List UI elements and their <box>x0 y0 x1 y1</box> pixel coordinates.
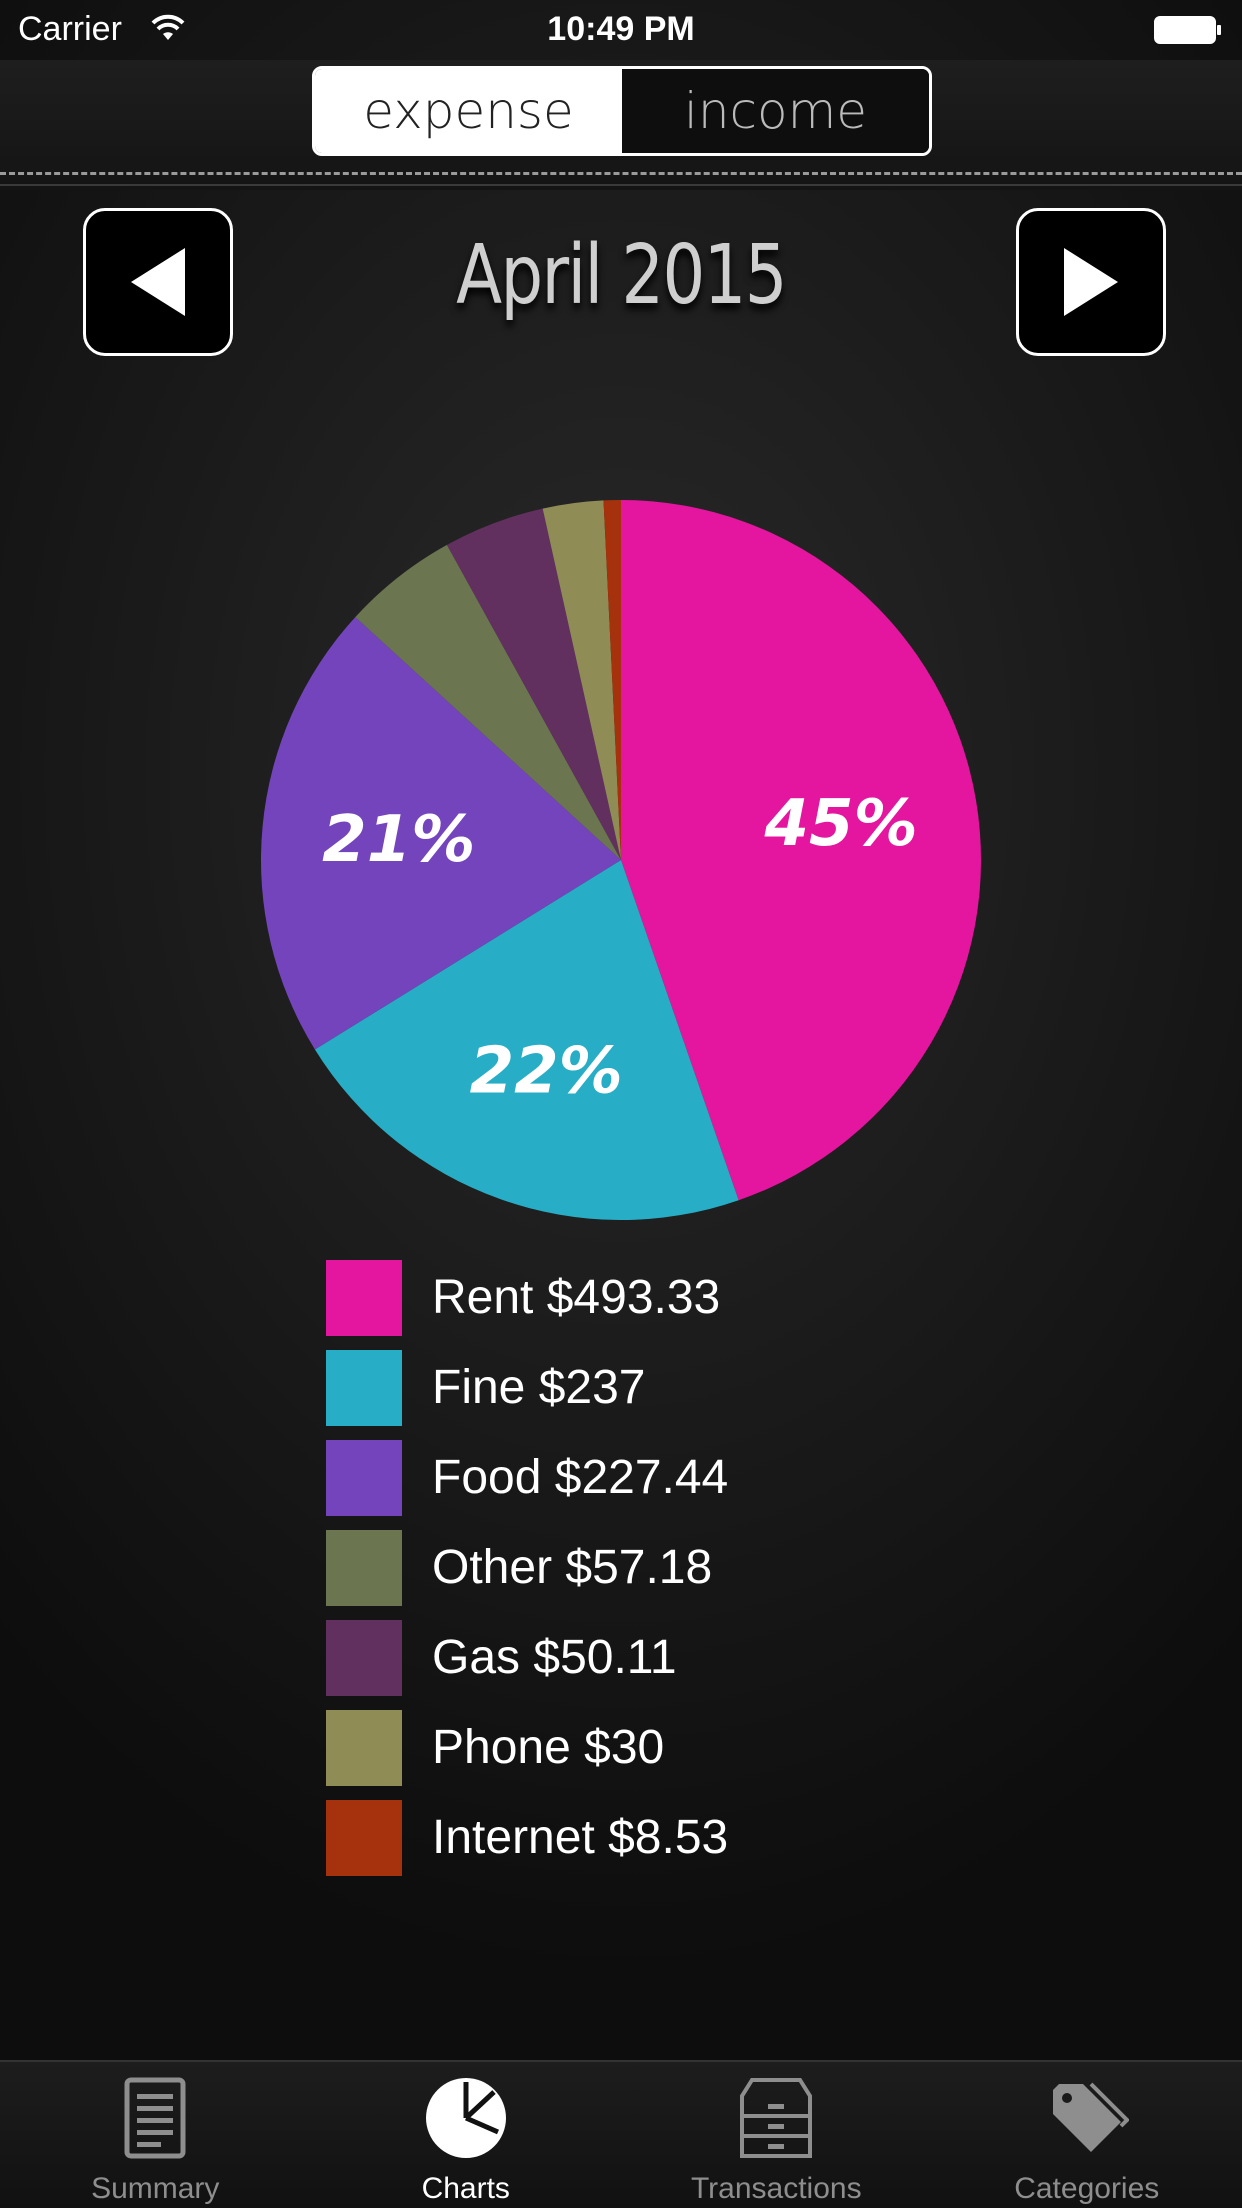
header-bar: expense income <box>0 60 1242 190</box>
stitch-divider <box>0 172 1242 175</box>
pie-slice-internet <box>603 500 621 860</box>
previous-month-button[interactable] <box>83 208 233 356</box>
tab-categories-label: Categories <box>1014 2172 1160 2205</box>
document-list-icon <box>124 2077 186 2159</box>
legend-item-internet: Internet $8.53 <box>326 1800 926 1876</box>
wifi-icon <box>151 14 185 40</box>
pie-slice-phone <box>542 500 621 860</box>
legend-swatch <box>326 1440 402 1516</box>
legend-label: Food $227.44 <box>432 1451 729 1504</box>
legend-swatch <box>326 1620 402 1696</box>
status-bar: Carrier 10:49 PM <box>0 0 1242 60</box>
month-title: April 2015 <box>456 228 787 323</box>
legend-swatch <box>326 1710 402 1786</box>
legend-item-phone: Phone $30 <box>326 1710 926 1786</box>
tab-summary-label: Summary <box>91 2172 220 2205</box>
status-time: 10:49 PM <box>547 10 695 48</box>
pie-percent-label-rent: 45% <box>764 787 918 861</box>
file-cabinet-icon <box>740 2078 813 2158</box>
legend-swatch <box>326 1800 402 1876</box>
pie-slice-fine <box>314 860 739 1220</box>
legend-label: Rent $493.33 <box>432 1271 721 1324</box>
tags-icon <box>1052 2082 1129 2152</box>
tab-charts-label: Charts <box>421 2172 510 2205</box>
carrier-label: Carrier <box>18 10 122 48</box>
expense-income-segmented-control[interactable]: expense income <box>312 66 932 156</box>
pie-slice-gas <box>446 508 621 860</box>
legend-item-food: Food $227.44 <box>326 1440 926 1516</box>
legend-item-other: Other $57.18 <box>326 1530 926 1606</box>
segment-expense[interactable]: expense <box>315 69 622 153</box>
pie-slice-other <box>355 544 621 860</box>
legend-swatch <box>326 1350 402 1426</box>
tab-transactions-label: Transactions <box>690 2172 862 2205</box>
legend-label: Gas $50.11 <box>432 1631 677 1684</box>
pie-chart-icon <box>425 2078 506 2158</box>
pie-slice-rent <box>621 500 981 1201</box>
battery-icon <box>1154 16 1221 44</box>
expense-pie-chart: 45% 22% 21% <box>260 500 981 1220</box>
legend-label: Other $57.18 <box>432 1541 713 1594</box>
legend-item-gas: Gas $50.11 <box>326 1620 926 1696</box>
tab-transactions[interactable]: Transactions <box>621 2062 932 2208</box>
legend-item-rent: Rent $493.33 <box>326 1260 926 1336</box>
header-divider-shadow <box>0 184 1242 186</box>
pie-slice-food <box>260 617 621 1050</box>
tab-bar: Summary Charts Transactions <box>0 2060 1242 2208</box>
segment-income[interactable]: income <box>622 69 929 153</box>
triangle-left-icon <box>131 248 185 316</box>
legend-label: Phone $30 <box>432 1721 665 1774</box>
triangle-right-icon <box>1064 248 1118 316</box>
legend-label: Internet $8.53 <box>432 1811 729 1864</box>
pie-percent-label-food: 21% <box>322 803 475 877</box>
tab-charts[interactable]: Charts <box>311 2062 622 2208</box>
legend-item-fine: Fine $237 <box>326 1350 926 1426</box>
pie-percent-label-fine: 22% <box>470 1034 623 1108</box>
legend-swatch <box>326 1530 402 1606</box>
tab-categories[interactable]: Categories <box>932 2062 1242 2208</box>
legend-swatch <box>326 1260 402 1336</box>
tab-summary[interactable]: Summary <box>0 2062 311 2208</box>
next-month-button[interactable] <box>1016 208 1166 356</box>
legend-label: Fine $237 <box>432 1361 646 1414</box>
